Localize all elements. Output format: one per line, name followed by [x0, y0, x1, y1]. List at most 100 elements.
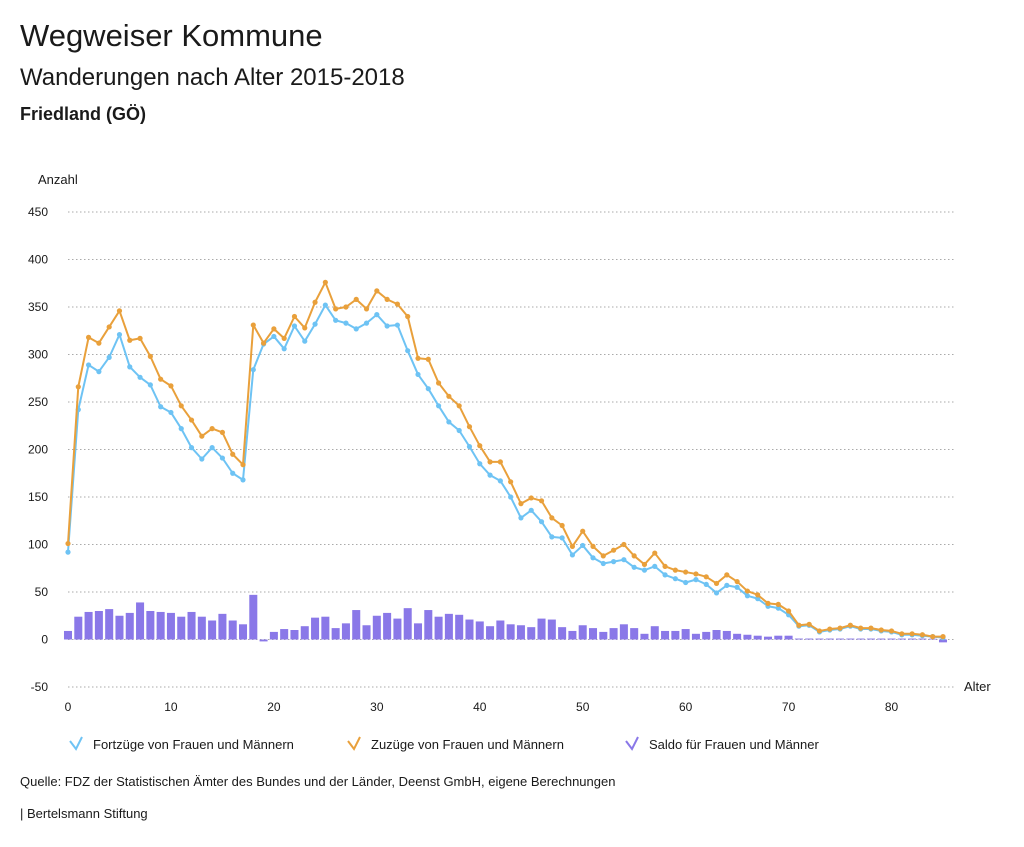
y-tick-label: -50	[31, 680, 49, 694]
fortzuege-point	[713, 590, 720, 596]
saldo-bar	[640, 633, 649, 640]
chart-title: Wegweiser Kommune	[20, 18, 323, 53]
zuzuege-point	[199, 433, 205, 439]
zuzuege-point	[477, 443, 483, 449]
fortzuege-point	[456, 427, 462, 434]
saldo-bar	[753, 635, 762, 640]
fortzuege-point	[744, 593, 751, 599]
zuzuege-point	[405, 313, 411, 320]
zuzuege-point	[919, 632, 926, 638]
saldo-bar	[609, 628, 618, 640]
x-axis-label: Alter	[964, 679, 991, 694]
fortzuege-point	[374, 312, 380, 318]
legend-fortzuege-icon	[69, 736, 83, 751]
fortzuege-point	[672, 576, 678, 582]
saldo-bar	[805, 638, 814, 640]
saldo-bar	[228, 620, 237, 640]
zuzuege-point	[302, 325, 308, 331]
fortzuege-point	[466, 444, 473, 450]
saldo-bar	[568, 630, 577, 640]
saldo-bar	[486, 626, 495, 640]
zuzuege-point	[230, 451, 236, 457]
fortzuege-point	[271, 333, 277, 340]
saldo-bar	[444, 613, 453, 640]
zuzuege-point	[610, 547, 617, 553]
x-tick-label: 10	[164, 700, 178, 714]
fortzuege-point	[363, 320, 370, 326]
fortzuege-point	[65, 549, 71, 555]
saldo-bar	[455, 614, 464, 640]
saldo-bar	[578, 625, 587, 640]
saldo-bar	[331, 628, 340, 640]
zuzuege-point	[456, 403, 462, 409]
fortzuege-point	[178, 426, 184, 432]
legend-fortzuege: Fortzüge von Frauen und Männern	[69, 736, 294, 752]
saldo-bar	[290, 630, 299, 640]
saldo-bar	[413, 623, 423, 640]
fortzuege-point	[106, 354, 112, 360]
fortzuege-point	[435, 403, 442, 409]
x-tick-label: 80	[885, 700, 899, 714]
x-tick-label: 40	[473, 700, 487, 714]
saldo-bar	[938, 639, 948, 643]
legend: Fortzüge von Frauen und Männern Zuzüge vo…	[69, 736, 819, 752]
zuzuege-point	[816, 628, 823, 634]
zuzuege-point	[631, 553, 637, 559]
legend-zuzuege: Zuzüge von Frauen und Männern	[347, 736, 564, 752]
zuzuege-point	[137, 335, 143, 341]
fortzuege-point	[199, 456, 205, 462]
saldo-bar	[702, 631, 711, 640]
fortzuege-point	[230, 470, 236, 476]
y-tick-label: 200	[28, 443, 48, 457]
saldo-bar	[105, 609, 114, 640]
saldo-bar	[547, 619, 556, 640]
zuzuege-point	[75, 384, 81, 390]
fortzuege-point	[662, 572, 668, 578]
zuzuege-point	[847, 622, 853, 628]
fortzuege-point	[621, 557, 627, 563]
fortzuege-point	[85, 362, 92, 368]
zuzuege-line	[67, 281, 943, 638]
fortzuege-point	[641, 567, 648, 573]
fortzuege-point	[528, 507, 534, 513]
saldo-bar	[506, 624, 515, 640]
fortzuege-point	[322, 302, 328, 308]
x-tick-label: 60	[679, 700, 693, 714]
zuzuege-point	[508, 479, 514, 485]
saldo-bar	[341, 623, 350, 640]
saldo-bar	[908, 638, 917, 640]
zuzuege-point	[96, 340, 102, 346]
saldo-bar	[197, 616, 206, 640]
fortzuege-point	[343, 320, 349, 326]
zuzuege-point	[466, 424, 473, 430]
zuzuege-point	[147, 353, 153, 359]
fortzuege-point	[219, 455, 226, 461]
y-tick-label: 450	[28, 205, 48, 219]
chart-subtitle: Wanderungen nach Alter 2015-2018	[20, 64, 405, 91]
zuzuege-point	[868, 625, 874, 631]
legend-fortzuege-label: Fortzüge von Frauen und Männern	[93, 737, 294, 752]
fortzuege-point	[281, 346, 287, 352]
zuzuege-point	[281, 335, 287, 341]
fortzuege-point	[188, 445, 195, 451]
saldo-bar	[321, 616, 330, 640]
zuzuege-point	[260, 340, 267, 346]
fortzuege-point	[610, 559, 617, 565]
fortzuege-point	[158, 404, 164, 410]
zuzuege-point	[672, 567, 678, 573]
zuzuege-point	[158, 376, 164, 382]
saldo-bar	[311, 617, 320, 640]
zuzuege-point	[600, 553, 606, 559]
zuzuege-point	[271, 326, 277, 332]
zuzuege-point	[827, 626, 833, 632]
saldo-bar	[661, 630, 670, 640]
zuzuege-point	[425, 356, 431, 362]
zuzuege-point	[559, 522, 565, 529]
saldo-bar	[588, 628, 598, 640]
saldo-bar	[372, 615, 381, 640]
saldo-bar	[166, 612, 175, 640]
zuzuege-point	[621, 541, 627, 548]
saldo-bar	[115, 615, 124, 640]
zuzuege-point	[322, 279, 328, 285]
zuzuege-point	[250, 322, 256, 328]
